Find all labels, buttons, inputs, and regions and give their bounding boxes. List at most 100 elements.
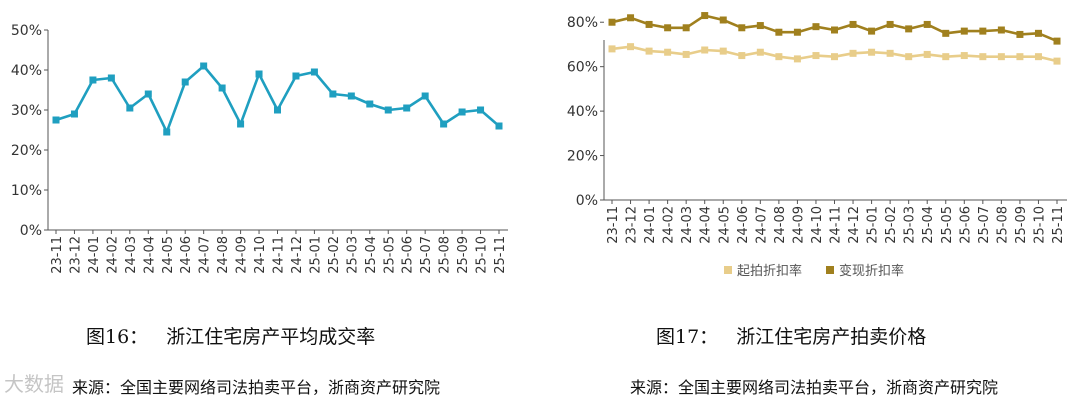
x-tick-label: 24-06 — [179, 236, 194, 274]
x-tick-label: 25-04 — [921, 206, 936, 244]
x-tick-label: 24-06 — [736, 206, 751, 244]
chart-caption-left: 图16： 浙江住宅房产平均成交率 — [86, 326, 376, 348]
x-tick-label: 24-04 — [699, 206, 714, 244]
x-tick-label: 25-03 — [345, 236, 360, 274]
data-point — [645, 47, 653, 55]
data-point — [812, 52, 820, 60]
data-point — [608, 18, 616, 26]
data-point — [1034, 29, 1042, 37]
data-point — [1034, 53, 1042, 61]
data-point — [608, 45, 616, 53]
x-tick-label: 25-05 — [382, 236, 397, 274]
data-point — [292, 72, 300, 80]
x-tick-label: 24-05 — [161, 236, 176, 274]
x-tick-label: 24-12 — [290, 236, 305, 274]
data-point — [126, 104, 134, 112]
x-tick-label: 25-07 — [419, 236, 434, 274]
data-point — [144, 90, 152, 98]
x-tick-label: 24-03 — [124, 236, 139, 274]
watermark-text: 大数据 — [4, 372, 64, 396]
data-point — [775, 28, 783, 36]
x-tick-label: 24-03 — [680, 206, 695, 244]
data-point — [886, 20, 894, 28]
data-point — [664, 48, 672, 56]
y-tick-label: 10% — [11, 183, 42, 199]
data-point — [886, 49, 894, 57]
data-point — [997, 53, 1005, 61]
data-point — [1053, 37, 1061, 45]
x-tick-label: 24-12 — [847, 206, 862, 244]
data-point — [645, 20, 653, 28]
data-point — [793, 55, 801, 63]
x-tick-label: 24-08 — [773, 206, 788, 244]
legend-swatch — [724, 266, 732, 274]
data-point — [905, 25, 913, 33]
x-tick-label: 24-02 — [662, 206, 677, 244]
x-tick-label: 24-11 — [272, 236, 287, 274]
x-tick-label: 24-07 — [754, 206, 769, 244]
x-tick-label: 25-07 — [977, 206, 992, 244]
x-tick-label: 24-04 — [142, 236, 157, 274]
data-point — [1016, 30, 1024, 38]
data-point — [793, 28, 801, 36]
data-point — [163, 128, 171, 136]
source-note-right: 来源：全国主要网络司法拍卖平台，浙商资产研究院 — [630, 378, 999, 397]
x-tick-label: 25-08 — [438, 236, 453, 274]
data-point — [403, 104, 411, 112]
data-point — [979, 53, 987, 61]
x-tick-label: 23-11 — [606, 206, 621, 244]
data-point — [738, 52, 746, 60]
data-point — [274, 106, 281, 114]
x-tick-label: 25-05 — [940, 206, 955, 244]
y-tick-label: 0% — [576, 193, 598, 209]
data-point — [682, 50, 690, 58]
data-point — [923, 20, 931, 28]
data-point — [849, 49, 857, 57]
data-point — [719, 16, 727, 24]
data-point — [868, 48, 876, 56]
x-tick-label: 24-01 — [643, 206, 658, 244]
data-point — [868, 27, 876, 35]
chart-panel-left: 0% 10% 20% 30% 40% 50% 23-11 23-12 24-01 24-02 24-… — [11, 23, 508, 397]
source-note-left: 来源：全国主要网络司法拍卖平台，浙商资产研究院 — [72, 378, 441, 397]
x-tick-label: 25-03 — [903, 206, 918, 244]
data-point — [701, 46, 709, 54]
x-tick-label: 24-11 — [829, 206, 844, 244]
x-tick-label: 24-09 — [235, 236, 250, 274]
x-tick-label: 25-10 — [1032, 206, 1047, 244]
data-point — [905, 53, 913, 61]
data-point — [664, 24, 672, 32]
x-tick-label: 24-01 — [87, 236, 102, 274]
data-point — [627, 14, 635, 22]
data-point — [627, 43, 635, 51]
chart-caption-right: 图17： 浙江住宅房产拍卖价格 — [656, 326, 927, 348]
data-point — [181, 78, 189, 86]
data-point — [701, 12, 709, 20]
y-tick-label: 40% — [567, 104, 598, 120]
data-point — [682, 24, 690, 32]
data-point — [200, 62, 208, 70]
data-point — [831, 53, 838, 61]
x-tick-label: 24-07 — [198, 236, 213, 274]
data-point — [942, 29, 950, 37]
data-point — [310, 68, 318, 76]
x-tick-label: 24-05 — [717, 206, 732, 244]
y-tick-label: 80% — [567, 15, 598, 31]
x-tick-label: 25-02 — [884, 206, 899, 244]
x-tick-label: 23-11 — [50, 236, 65, 274]
data-point — [329, 90, 337, 98]
y-tick-label: 20% — [567, 149, 598, 165]
data-point — [1053, 57, 1061, 65]
data-point — [960, 52, 968, 60]
x-tick-label: 24-09 — [791, 206, 806, 244]
data-point — [1016, 53, 1024, 61]
series-line — [55, 64, 500, 134]
x-tick-label: 25-06 — [401, 236, 416, 274]
x-tick-label: 24-08 — [216, 236, 231, 274]
y-tick-label: 50% — [11, 23, 42, 39]
data-point — [70, 110, 78, 118]
x-tick-label: 24-10 — [810, 206, 825, 244]
data-point — [923, 50, 931, 58]
data-point — [495, 122, 503, 130]
x-tick-label: 25-09 — [456, 236, 471, 274]
